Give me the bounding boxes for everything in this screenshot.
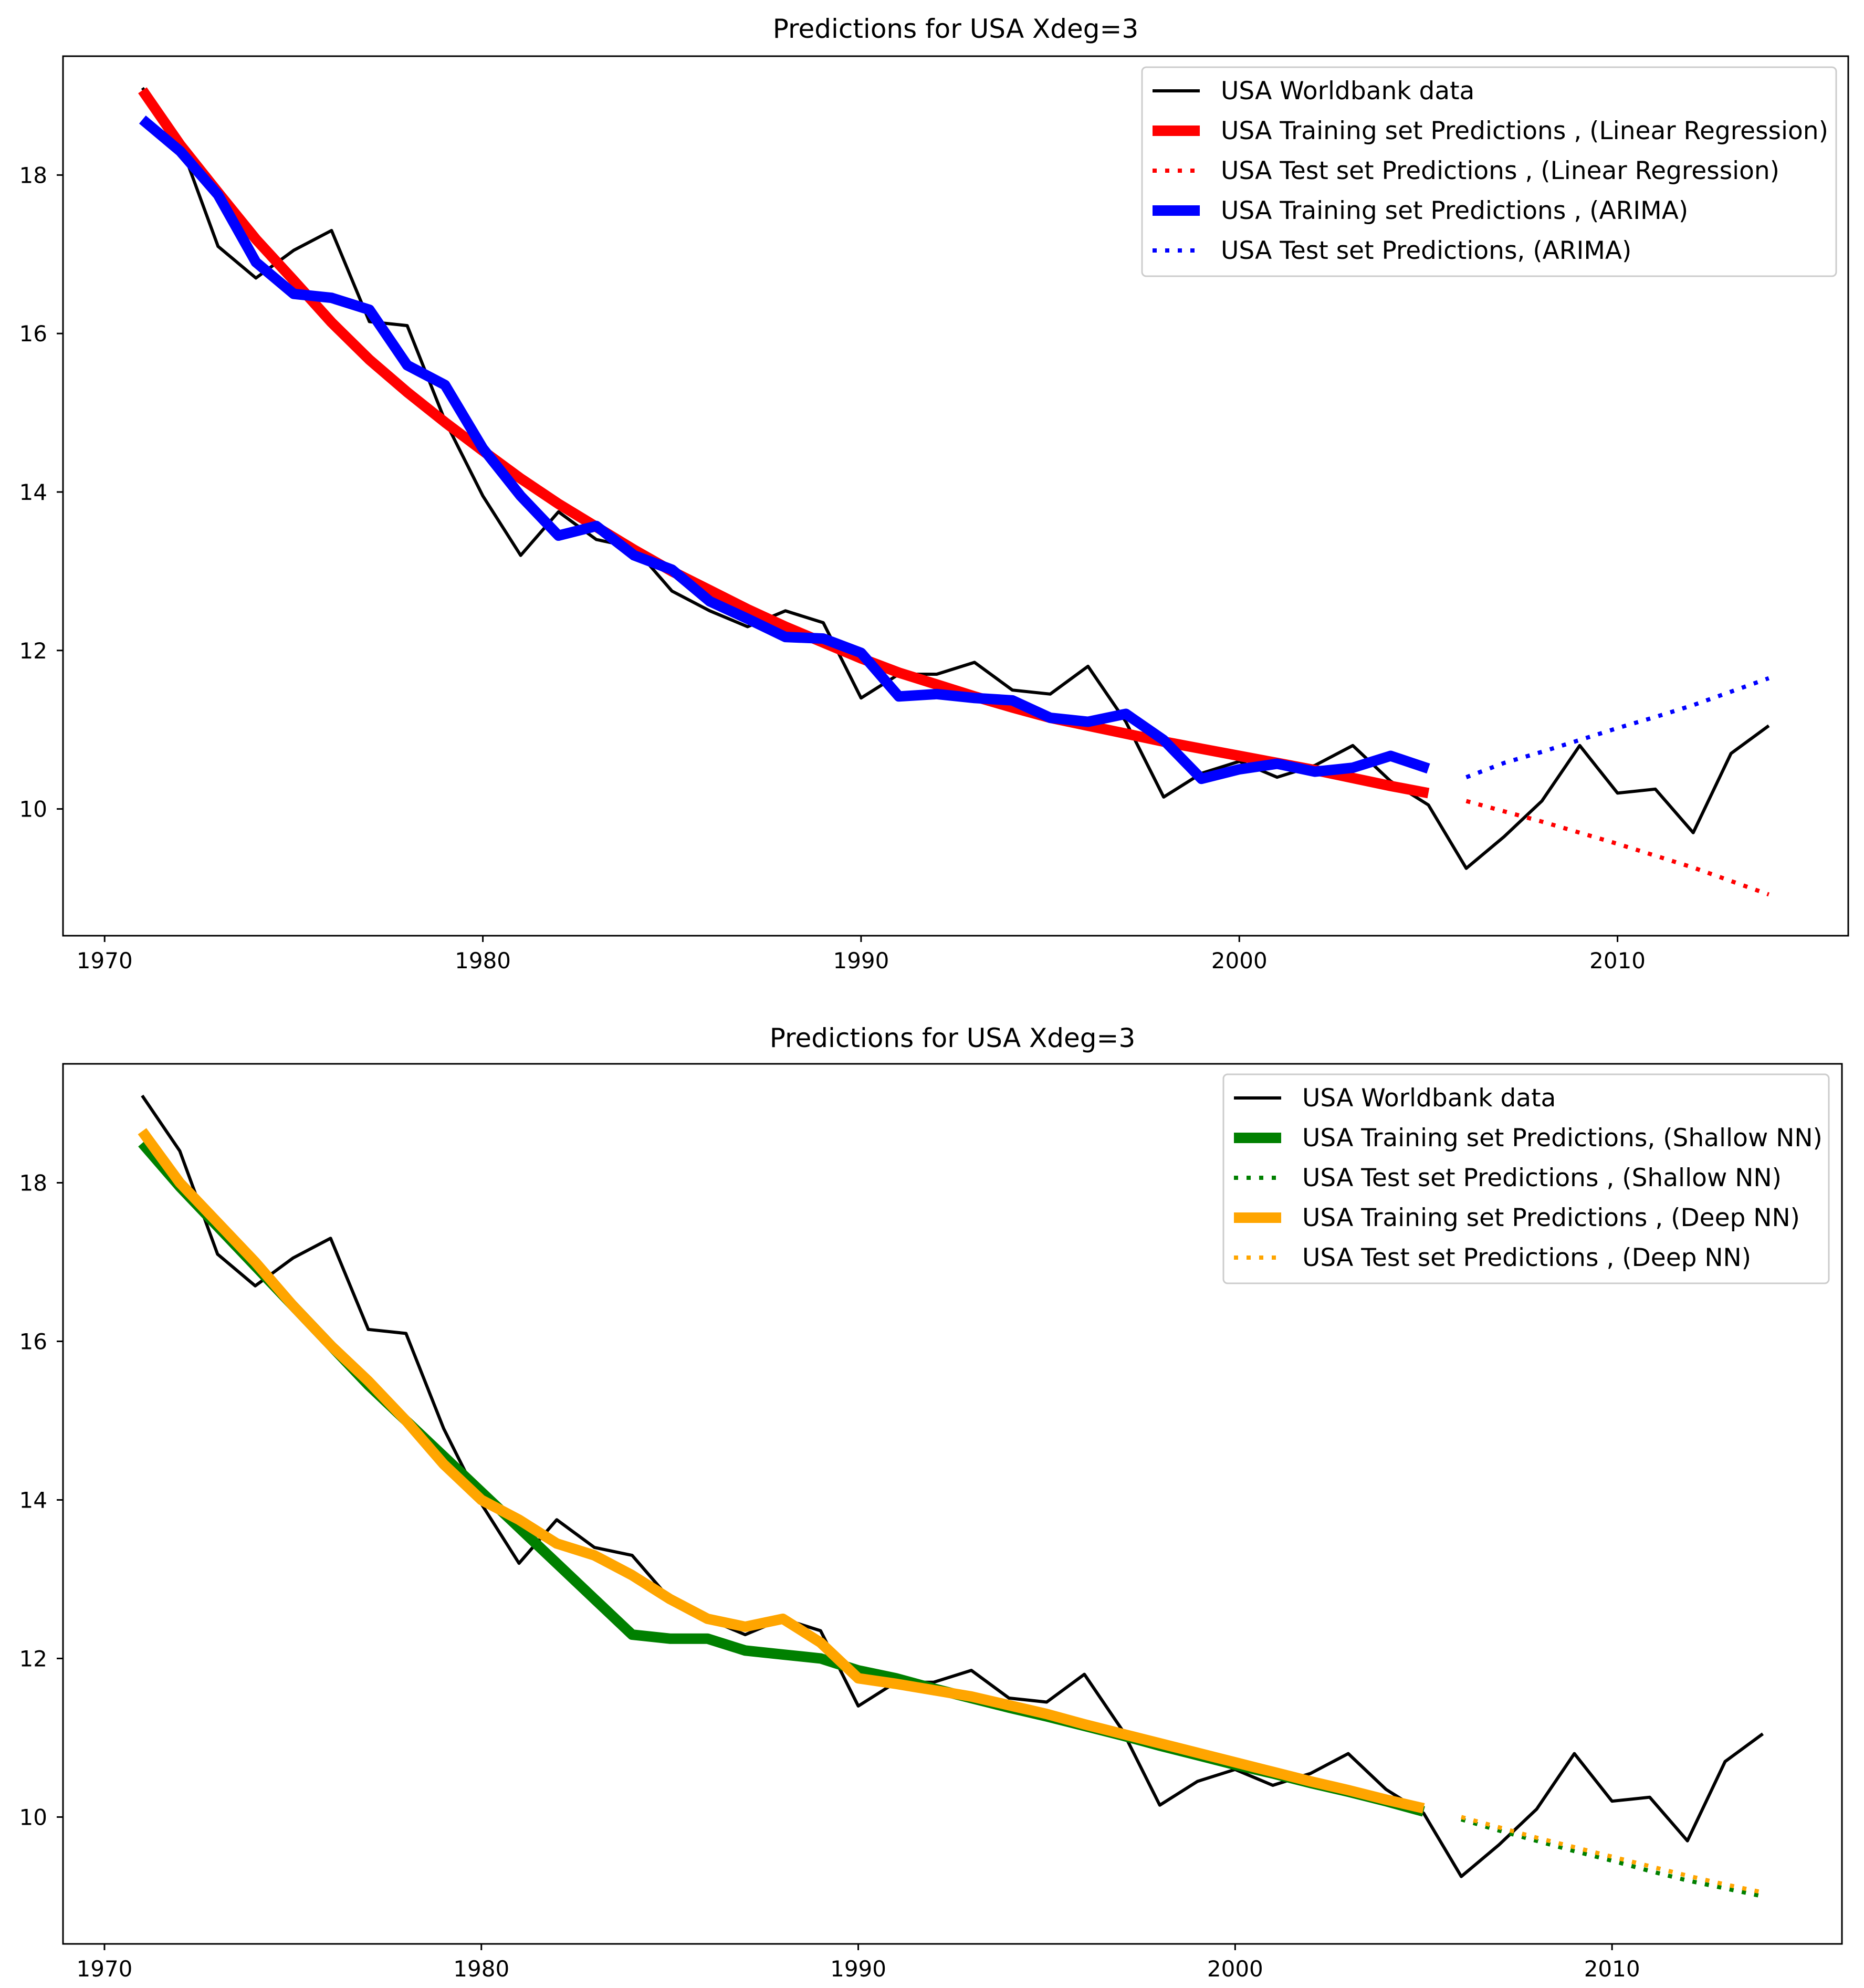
x-tick-label: 1970 — [77, 948, 133, 974]
x-tick-label: 1970 — [77, 1956, 133, 1982]
y-tick-label: 14 — [19, 1487, 47, 1513]
y-tick-label: 16 — [19, 1328, 47, 1354]
chart-title: Predictions for USA Xdeg=3 — [770, 1023, 1136, 1053]
legend-box — [1222, 1073, 1830, 1284]
legend-label: USA Worldbank data — [1221, 77, 1474, 106]
series-line-usa-test-set-predictions-shallow-nn — [1460, 1817, 1764, 1899]
plot-series-group — [138, 87, 1770, 897]
plot-series-group — [138, 1094, 1764, 1899]
series-line-usa-training-set-predictions-deep-nn — [138, 1128, 1425, 1814]
legend-label: USA Test set Predictions, (ARIMA) — [1221, 236, 1631, 265]
legend-label: USA Test set Predictions , (Shallow NN) — [1302, 1164, 1782, 1192]
legend-box — [1141, 66, 1837, 277]
y-tick-label: 16 — [19, 321, 47, 347]
x-tick-label: 1980 — [453, 1956, 509, 1982]
x-tick-label: 2010 — [1589, 948, 1646, 974]
legend-label: USA Training set Predictions, (Shallow N… — [1302, 1124, 1823, 1153]
series-line-usa-test-set-predictions-arima — [1465, 676, 1770, 779]
legend-label: USA Worldbank data — [1302, 1084, 1556, 1113]
x-tick-label: 2000 — [1211, 948, 1268, 974]
x-tick-label: 1990 — [833, 948, 889, 974]
plot-frame — [62, 55, 1849, 937]
y-tick-label: 18 — [19, 1170, 47, 1196]
y-tick-label: 10 — [19, 797, 47, 822]
chart-top: Predictions for USA Xdeg=3 1970 1980 1990 20… — [19, 14, 1849, 974]
series-line-usa-worldbank-data — [141, 1094, 1764, 1878]
x-tick-label: 1980 — [455, 948, 511, 974]
y-tick-label: 14 — [19, 479, 47, 505]
series-line-usa-training-set-predictions-arima — [139, 116, 1430, 784]
y-tick-label: 10 — [19, 1804, 47, 1830]
y-tick-label: 12 — [19, 638, 47, 664]
chart-title: Predictions for USA Xdeg=3 — [773, 14, 1139, 44]
y-tick-label: 12 — [19, 1646, 47, 1671]
series-line-usa-test-set-predictions-deep-nn — [1460, 1815, 1764, 1895]
series-line-usa-training-set-predictions-linear-regression — [138, 87, 1430, 799]
legend: USA Worldbank data USA Training set Predi… — [1222, 1073, 1830, 1284]
legend: USA Worldbank data USA Training set Predi… — [1141, 66, 1837, 277]
chart-bottom: Predictions for USA Xdeg=3 1970 1980 1990 20… — [19, 1023, 1843, 1982]
series-line-usa-worldbank-data — [141, 87, 1770, 870]
series-line-usa-test-set-predictions-linear-regression — [1465, 799, 1770, 897]
plot-frame — [62, 1063, 1843, 1945]
x-tick-label: 1990 — [830, 1956, 886, 1982]
legend-label: USA Training set Predictions , (Deep NN) — [1302, 1204, 1800, 1232]
y-tick-label: 18 — [19, 162, 47, 188]
x-tick-label: 2000 — [1207, 1956, 1263, 1982]
legend-label: USA Training set Predictions , (ARIMA) — [1221, 196, 1688, 225]
legend-label: USA Test set Predictions , (Deep NN) — [1302, 1243, 1751, 1272]
legend-label: USA Test set Predictions , (Linear Regre… — [1221, 156, 1779, 185]
x-tick-label: 2010 — [1584, 1956, 1640, 1982]
legend-label: USA Training set Predictions , (Linear R… — [1221, 117, 1828, 145]
